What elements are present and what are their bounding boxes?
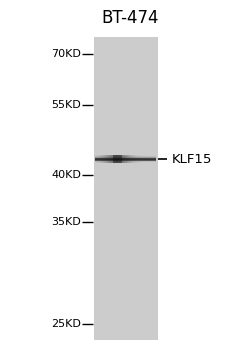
Bar [150,155,151,163]
Bar [106,155,107,163]
Bar [94,37,158,340]
Bar [149,155,150,163]
Bar [128,155,129,163]
Text: 70KD: 70KD [51,49,81,59]
Bar [137,155,138,163]
Bar [119,155,121,163]
Bar [147,155,148,163]
Bar [142,155,143,163]
Text: 40KD: 40KD [51,170,81,180]
Bar [105,155,106,163]
Bar [114,155,115,163]
Bar [127,155,128,163]
Bar [120,155,122,163]
Bar [115,155,117,163]
Bar [143,155,144,163]
Bar [155,155,156,163]
Text: BT-474: BT-474 [101,9,159,27]
Bar [110,155,111,163]
Bar [145,155,146,163]
Bar [152,155,153,163]
Bar [102,155,103,163]
Bar [148,155,149,163]
Bar [122,155,123,163]
Bar [95,155,96,163]
Bar [111,155,113,163]
Bar [126,155,127,163]
Bar [104,155,105,163]
Bar [108,155,109,163]
Bar [154,155,155,163]
Bar [96,155,97,163]
Bar [134,155,135,163]
Bar [129,155,130,163]
Text: 35KD: 35KD [51,217,81,227]
Bar [97,155,98,163]
Bar [123,155,124,163]
Bar [141,155,142,163]
Bar [107,155,109,163]
Bar [132,155,133,163]
Bar [151,155,152,163]
Bar [98,155,99,163]
Text: 25KD: 25KD [51,319,81,329]
Bar [138,155,139,163]
Bar [112,155,114,163]
Bar [135,155,136,163]
Bar [99,155,100,163]
Bar [129,155,131,163]
Bar [136,155,137,163]
Bar [101,155,102,163]
Bar [124,155,126,163]
Bar [144,155,145,163]
Text: 55KD: 55KD [51,100,81,110]
Bar [118,155,119,163]
Bar [146,155,147,163]
Bar [153,155,154,163]
Bar [103,155,104,163]
Bar [133,155,134,163]
Text: KLF15: KLF15 [172,153,212,166]
Bar [100,155,101,163]
Bar [109,155,110,163]
Bar [140,155,141,163]
Bar [116,155,118,163]
Bar [131,155,132,163]
Bar [139,155,140,163]
Bar [124,155,125,163]
